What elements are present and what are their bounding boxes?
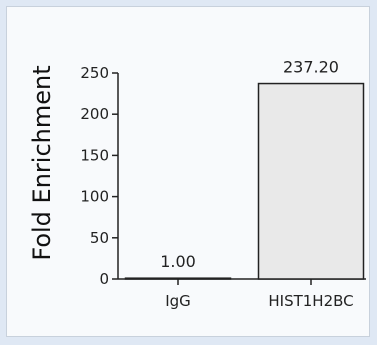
y-tick-label: 0	[99, 270, 109, 288]
y-axis-title: Fold Enrichment	[28, 65, 56, 260]
bar-value-label: 1.00	[160, 252, 196, 271]
x-tick-label: IgG	[165, 292, 191, 310]
y-tick-label: 50	[90, 229, 109, 247]
y-tick-label: 100	[80, 188, 109, 206]
y-tick-label: 250	[80, 64, 109, 82]
y-tick-label: 150	[80, 146, 109, 164]
bar-igg	[124, 277, 232, 280]
bar-value-label: 237.20	[283, 58, 339, 77]
bar-hist1h2bc	[257, 82, 365, 280]
y-tick-label: 200	[80, 105, 109, 123]
x-tick-label: HIST1H2BC	[268, 292, 353, 310]
